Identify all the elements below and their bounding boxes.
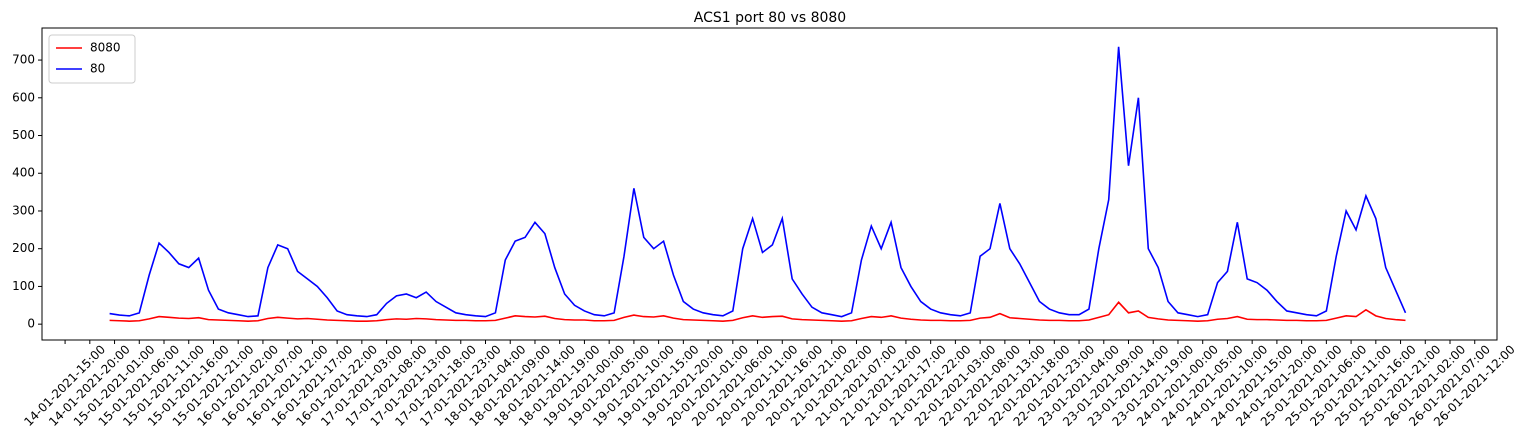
legend-label: 80 [90,62,105,76]
y-tick-label: 500 [12,128,35,142]
y-tick-label: 400 [12,166,35,180]
chart-title: ACS1 port 80 vs 8080 [694,10,846,26]
y-tick-label: 200 [12,241,35,255]
y-tick-label: 700 [12,53,35,67]
plot-frame [41,27,1498,341]
legend-box [48,34,136,84]
y-tick-label: 600 [12,90,35,104]
y-tick-label: 0 [27,317,35,331]
legend-label: 8080 [90,41,121,55]
series-line [109,46,1407,318]
series-line [109,301,1406,322]
y-tick-label: 300 [12,203,35,217]
y-tick-label: 100 [12,279,35,293]
